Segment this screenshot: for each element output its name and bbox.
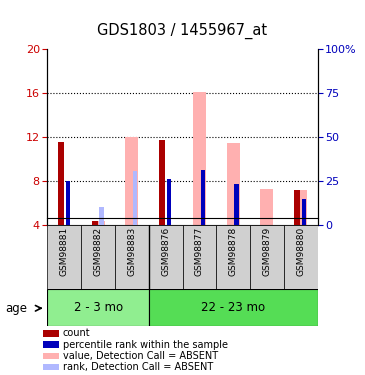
Text: GSM98883: GSM98883 [127,227,137,276]
Bar [227,144,239,225]
Bar [126,137,138,225]
Bar [47,225,81,289]
Bar [43,364,59,370]
Text: GSM98882: GSM98882 [93,227,103,276]
Text: count: count [63,328,91,338]
Text: GSM98876: GSM98876 [161,227,170,276]
Bar [200,170,205,225]
Text: value, Detection Call = ABSENT: value, Detection Call = ABSENT [63,351,218,361]
Bar [47,289,149,326]
Bar [149,289,318,326]
Bar [43,352,59,359]
Bar [193,92,206,225]
Bar [167,179,171,225]
Text: age: age [5,302,27,315]
Bar [261,189,273,225]
Bar [43,341,59,348]
Bar [159,140,165,225]
Text: GSM98881: GSM98881 [60,227,69,276]
Text: percentile rank within the sample: percentile rank within the sample [63,339,228,350]
Bar [294,190,307,225]
Bar [92,220,104,225]
Text: rank, Detection Call = ABSENT: rank, Detection Call = ABSENT [63,362,213,372]
Text: 2 - 3 mo: 2 - 3 mo [73,301,123,314]
Text: 22 - 23 mo: 22 - 23 mo [201,301,265,314]
Bar [81,225,115,289]
Bar [250,225,284,289]
Bar [58,142,64,225]
Bar [234,184,239,225]
Bar [99,207,104,225]
Bar [43,330,59,337]
Bar [284,225,318,289]
Bar [115,225,149,289]
Text: GDS1803 / 1455967_at: GDS1803 / 1455967_at [97,23,268,39]
Text: GSM98877: GSM98877 [195,227,204,276]
Bar [182,225,216,289]
Bar [302,199,306,225]
Text: GSM98880: GSM98880 [296,227,305,276]
Bar [149,225,182,289]
Bar [92,221,98,225]
Bar [133,171,138,225]
Bar [216,225,250,289]
Text: GSM98879: GSM98879 [262,227,272,276]
Bar [65,181,70,225]
Bar [294,190,300,225]
Text: GSM98878: GSM98878 [228,227,238,276]
